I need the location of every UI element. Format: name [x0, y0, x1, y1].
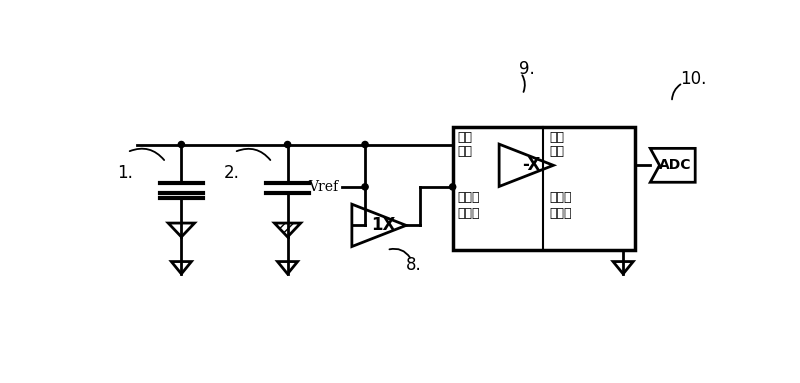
Text: 考电平: 考电平	[458, 207, 480, 220]
Circle shape	[450, 184, 456, 190]
Circle shape	[362, 141, 368, 147]
Text: 8.: 8.	[406, 256, 422, 274]
Text: 2.: 2.	[224, 164, 240, 182]
Text: 信号: 信号	[458, 131, 472, 144]
Text: ADC: ADC	[659, 158, 691, 172]
Text: 考电平: 考电平	[550, 207, 572, 220]
Text: 信号: 信号	[550, 131, 565, 144]
Text: 输入: 输入	[458, 145, 472, 158]
Polygon shape	[274, 223, 301, 237]
Text: -X: -X	[522, 156, 540, 174]
Text: 输出参: 输出参	[550, 192, 572, 205]
Text: 输入参: 输入参	[458, 192, 480, 205]
Text: 1X: 1X	[371, 216, 396, 234]
Text: 9.: 9.	[518, 60, 534, 78]
Circle shape	[285, 141, 290, 147]
Text: 1.: 1.	[117, 164, 133, 182]
Bar	[453, 127, 634, 250]
Circle shape	[362, 184, 368, 190]
Text: 10.: 10.	[680, 70, 706, 88]
Text: 输出: 输出	[550, 145, 565, 158]
Circle shape	[178, 141, 185, 147]
Text: Vref: Vref	[309, 180, 338, 194]
